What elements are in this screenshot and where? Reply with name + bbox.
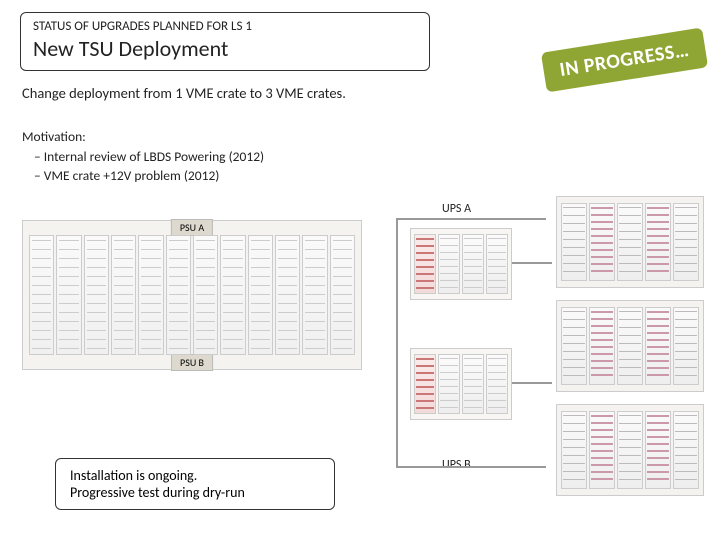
connector-line [512,262,552,264]
vme-card [56,235,81,355]
vme-card [617,411,643,489]
vme-card [673,307,699,385]
title-box: STATUS OF UPGRADES PLANNED FOR LS 1 New … [20,12,430,71]
vme-card [248,235,273,355]
crate-cards [414,234,508,294]
vme-card [486,354,508,414]
vme-card [220,235,245,355]
vme-card [193,235,218,355]
vme-card [617,203,643,281]
vme-card [673,203,699,281]
connector-line [512,382,552,384]
crate-cards [414,354,508,414]
vme-card [645,307,671,385]
install-line-2: Progressive test during dry-run [70,484,320,501]
motivation-title: Motivation: [22,128,264,145]
motivation-block: Motivation: Internal review of LBDS Powe… [22,128,264,186]
motivation-list: Internal review of LBDS Powering (2012) … [22,148,264,184]
intermediate-crate-b [410,348,512,420]
vme-card [111,235,136,355]
subtitle-text: Change deployment from 1 VME crate to 3 … [22,84,346,102]
vme-crate-1 [556,196,704,288]
vme-card [414,234,436,294]
vme-card [673,411,699,489]
vme-card [589,411,615,489]
vme-card [275,235,300,355]
slide-title: New TSU Deployment [33,35,417,62]
motivation-item: Internal review of LBDS Powering (2012) [50,148,264,165]
vme-card [645,203,671,281]
vme-card [561,307,587,385]
vme-card [589,203,615,281]
motivation-item: VME crate +12V problem (2012) [50,167,264,184]
ups-a-label: UPS A [442,202,471,216]
vme-crate-original: PSU A PSU B [22,220,362,370]
intermediate-crate-a [410,228,512,300]
vme-card [29,235,54,355]
ups-b-label: UPS B [442,458,471,472]
connector-line [396,466,546,468]
crate-cards [561,307,699,385]
installation-status-box: Installation is ongoing. Progressive tes… [55,458,335,510]
psu-a-label: PSU A [171,219,213,236]
install-line-1: Installation is ongoing. [70,467,320,484]
vme-card [438,234,460,294]
vme-card [462,354,484,414]
vme-card [330,235,355,355]
vme-card [414,354,436,414]
vme-card [486,234,508,294]
vme-crate-2 [556,300,704,392]
vme-card [561,411,587,489]
vme-card [166,235,191,355]
vme-card [84,235,109,355]
vme-card [138,235,163,355]
crate-cards [29,235,355,355]
connector-line [396,218,546,220]
vme-crate-3 [556,404,704,496]
vme-card [302,235,327,355]
crate-cards [561,203,699,281]
vme-card [438,354,460,414]
connector-line [396,218,398,468]
vme-card [589,307,615,385]
vme-card [617,307,643,385]
status-badge: IN PROGRESS… [541,27,708,92]
vme-card [645,411,671,489]
vme-card [561,203,587,281]
crate-cards [561,411,699,489]
vme-card [462,234,484,294]
slide-group-title: STATUS OF UPGRADES PLANNED FOR LS 1 [33,19,417,34]
psu-b-label: PSU B [171,354,213,371]
